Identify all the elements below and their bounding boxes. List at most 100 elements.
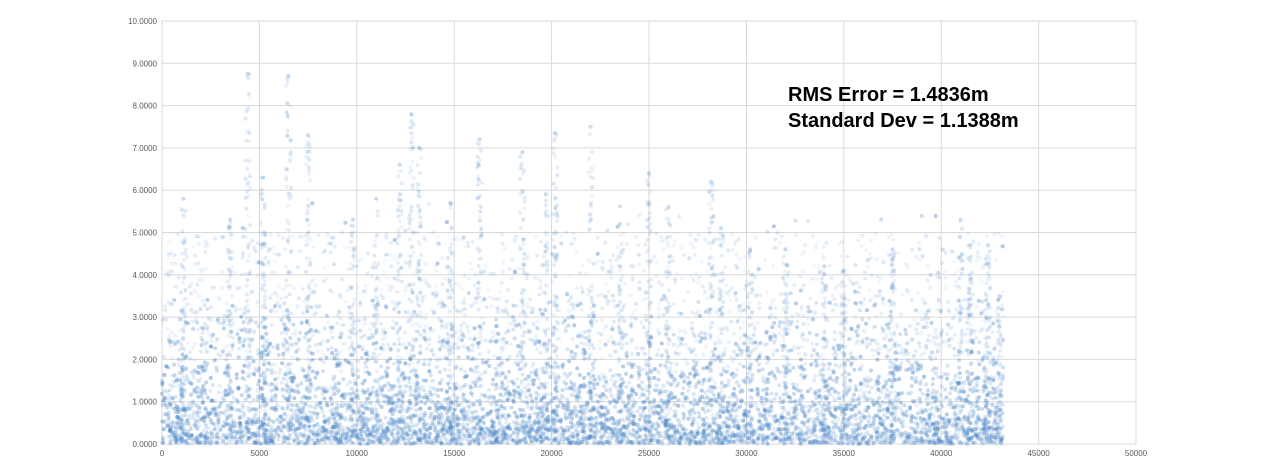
scatter-point <box>816 418 821 423</box>
scatter-point <box>402 425 407 430</box>
scatter-point <box>872 324 877 329</box>
scatter-point <box>464 374 469 378</box>
scatter-point <box>455 403 460 408</box>
scatter-point <box>771 426 776 431</box>
scatter-point <box>486 412 491 417</box>
scatter-point <box>490 418 495 423</box>
scatter-point <box>936 421 941 426</box>
scatter-point <box>512 360 517 365</box>
scatter-point <box>298 330 303 335</box>
scatter-point <box>997 400 1002 405</box>
scatter-point <box>580 439 585 444</box>
scatter-point <box>736 426 741 431</box>
scatter-point <box>253 368 258 373</box>
scatter-point <box>953 372 958 377</box>
scatter-point <box>695 421 699 425</box>
scatter-point <box>450 416 455 421</box>
scatter-point <box>459 408 464 413</box>
scatter-point <box>955 403 960 408</box>
scatter-point <box>229 413 234 418</box>
scatter-point <box>403 384 408 388</box>
scatter-point <box>993 395 998 400</box>
scatter-point <box>277 370 282 375</box>
scatter-point <box>401 391 406 396</box>
scatter-point <box>517 423 522 428</box>
scatter-point <box>499 437 504 442</box>
scatter-point <box>249 422 254 427</box>
scatter-point <box>209 440 214 445</box>
scatter-point <box>311 431 316 436</box>
scatter-point <box>720 437 725 442</box>
scatter-point <box>217 420 221 425</box>
scatter-point <box>813 402 818 407</box>
scatter-point <box>259 396 264 401</box>
scatter-point <box>973 419 978 424</box>
scatter-point <box>284 436 289 440</box>
scatter-point <box>501 399 506 404</box>
scatter-point <box>523 424 528 429</box>
scatter-point <box>358 414 363 419</box>
scatter-point <box>869 368 873 373</box>
scatter-point <box>242 363 247 368</box>
scatter-point <box>489 402 494 407</box>
scatter-point <box>225 416 230 421</box>
scatter-point <box>384 426 389 431</box>
scatter-point <box>461 384 466 389</box>
scatter-point <box>490 424 495 429</box>
scatter-point <box>418 333 423 338</box>
scatter-point <box>374 331 379 335</box>
scatter-point <box>389 427 394 432</box>
scatter-point <box>208 437 213 442</box>
scatter-point <box>211 407 216 412</box>
scatter-point <box>327 418 331 423</box>
scatter-point <box>850 396 855 401</box>
scatter-point <box>462 417 467 422</box>
scatter-point <box>944 423 949 428</box>
scatter-point <box>574 410 579 415</box>
scatter-point <box>488 401 493 405</box>
scatter-point <box>893 407 898 412</box>
scatter-point <box>526 382 531 387</box>
scatter-point <box>181 431 186 436</box>
scatter-point <box>364 401 369 406</box>
scatter-point <box>398 360 403 365</box>
scatter-point <box>803 361 807 366</box>
scatter-point <box>742 333 747 338</box>
scatter-point <box>770 325 775 330</box>
scatter-point <box>827 362 832 366</box>
scatter-point <box>690 422 695 427</box>
scatter-point <box>743 427 748 432</box>
scatter-point <box>324 400 329 405</box>
scatter-point <box>499 399 504 404</box>
scatter-point <box>354 432 359 437</box>
scatter-point <box>431 352 436 357</box>
scatter-point <box>485 399 490 404</box>
scatter-point <box>517 440 522 445</box>
scatter-point <box>200 364 205 369</box>
scatter-point <box>513 439 518 444</box>
scatter-point <box>595 382 600 386</box>
scatter-point <box>889 411 894 416</box>
scatter-point <box>515 441 520 446</box>
scatter-point <box>384 439 389 444</box>
scatter-point <box>172 436 177 441</box>
scatter-point <box>470 439 475 443</box>
scatter-point <box>927 412 932 417</box>
scatter-point <box>575 433 580 438</box>
scatter-point <box>163 426 167 431</box>
scatter-point <box>536 385 541 390</box>
scatter-point <box>820 377 825 382</box>
scatter-point <box>656 370 661 375</box>
scatter-point <box>531 382 536 387</box>
scatter-point <box>484 441 489 446</box>
scatter-point <box>965 378 970 383</box>
scatter-point <box>434 430 439 435</box>
scatter-point <box>559 419 564 424</box>
scatter-point <box>449 438 454 443</box>
scatter-point <box>810 426 815 431</box>
scatter-point <box>579 421 584 426</box>
scatter-point <box>187 350 192 355</box>
scatter-point <box>414 386 419 391</box>
scatter-point <box>259 350 264 355</box>
